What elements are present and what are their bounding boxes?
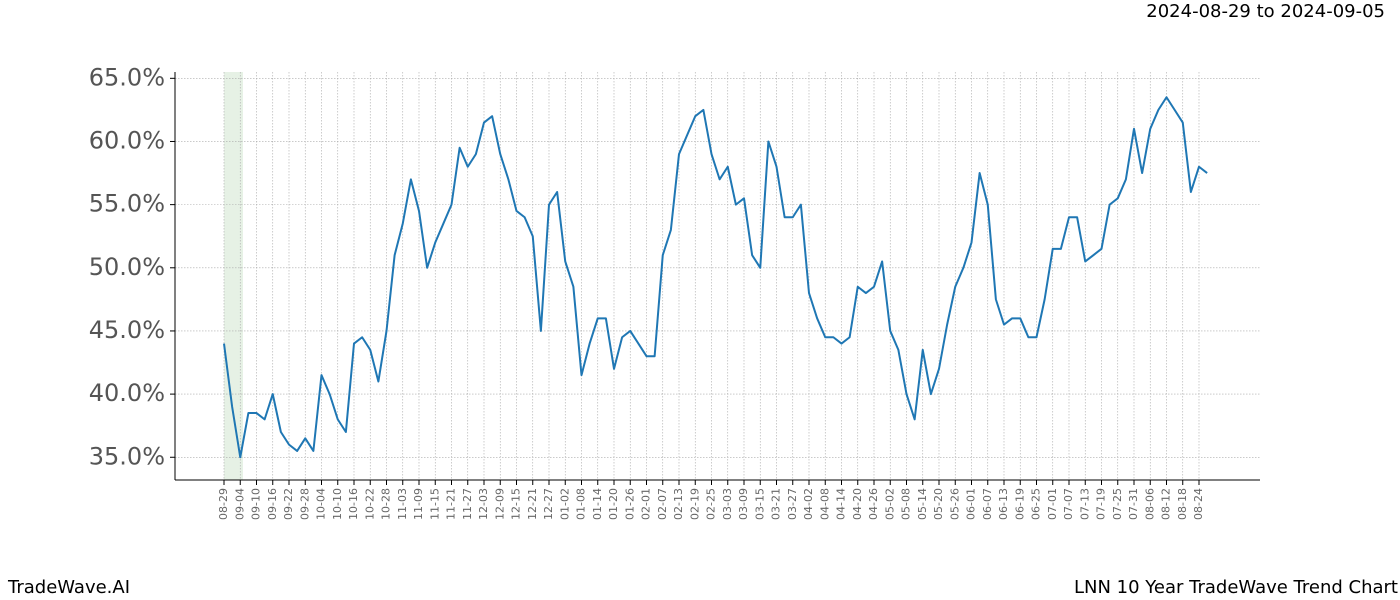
x-tick-label: 02-25 (705, 488, 718, 520)
x-tick-label: 05-20 (932, 488, 945, 520)
x-tick-label: 08-18 (1176, 488, 1189, 520)
x-tick-label: 06-19 (1013, 488, 1026, 520)
x-tick-label: 02-01 (640, 488, 653, 520)
x-tick-label: 06-25 (1030, 488, 1043, 520)
x-tick-label: 03-09 (737, 488, 750, 520)
x-tick-label: 11-21 (445, 488, 458, 520)
x-tick-label: 02-13 (672, 488, 685, 520)
y-tick-label: 55.0% (89, 190, 165, 218)
x-tick-label: 04-08 (818, 488, 831, 520)
x-tick-label: 04-20 (851, 488, 864, 520)
x-tick-label: 04-02 (802, 488, 815, 520)
x-tick-label: 07-31 (1127, 488, 1140, 520)
x-tick-label: 03-15 (753, 488, 766, 520)
x-tick-label: 10-22 (363, 488, 376, 520)
x-tick-label: 10-28 (380, 488, 393, 520)
x-tick-label: 03-03 (721, 488, 734, 520)
x-tick-label: 06-07 (981, 488, 994, 520)
x-tick-label: 09-16 (266, 488, 279, 520)
x-tick-label: 08-29 (217, 488, 230, 520)
x-tick-label: 05-08 (900, 488, 913, 520)
x-tick-label: 02-19 (688, 488, 701, 520)
y-tick-label: 35.0% (89, 442, 165, 470)
x-tick-label: 05-14 (916, 488, 929, 520)
trend-line (223, 96, 1208, 459)
brand: TradeWave.AI (7, 577, 130, 598)
y-tick-label: 40.0% (89, 379, 165, 407)
x-tick-label: 10-10 (331, 488, 344, 520)
x-tick-label: 12-27 (542, 488, 555, 520)
x-tick-label: 07-25 (1111, 488, 1124, 520)
x-tick-label: 04-26 (867, 488, 880, 520)
x-tick-label: 01-14 (591, 488, 604, 520)
x-tick-label: 09-28 (298, 488, 311, 520)
x-tick-label: 05-26 (948, 488, 961, 520)
x-tick-label: 03-27 (786, 488, 799, 520)
y-tick-label: 45.0% (89, 316, 165, 344)
x-tick-label: 01-02 (558, 488, 571, 520)
x-tick-label: 12-15 (510, 488, 523, 520)
x-tick-label: 12-03 (477, 488, 490, 520)
x-tick-label: 08-12 (1160, 488, 1173, 520)
x-tick-label: 08-24 (1192, 488, 1205, 520)
x-tick-label: 06-01 (965, 488, 978, 520)
x-tick-label: 01-20 (607, 488, 620, 520)
x-tick-label: 05-02 (883, 488, 896, 520)
x-tick-label: 09-22 (282, 488, 295, 520)
chart-title: LNN 10 Year TradeWave Trend Chart (1074, 577, 1398, 598)
x-tick-label: 06-13 (997, 488, 1010, 520)
x-tick-label: 07-07 (1062, 488, 1075, 520)
x-tick-label: 07-01 (1046, 488, 1059, 520)
x-tick-label: 11-09 (412, 488, 425, 520)
y-tick-label: 50.0% (89, 253, 165, 281)
x-tick-label: 08-06 (1143, 488, 1156, 520)
x-tick-label: 01-26 (623, 488, 636, 520)
x-tick-label: 11-03 (396, 488, 409, 520)
x-tick-label: 10-04 (315, 488, 328, 520)
x-tick-label: 04-14 (835, 488, 848, 520)
x-tick-label: 10-16 (347, 488, 360, 520)
plot-area: 35.0% 40.0% 45.0% 50.0% 55.0% 60.0% 65.0% 08-29… (89, 63, 1260, 520)
x-tick-label: 12-21 (526, 488, 539, 520)
x-tick-label: 07-13 (1078, 488, 1091, 520)
x-tick-label: 03-21 (770, 488, 783, 520)
y-tick-label: 60.0% (89, 126, 165, 154)
x-tick-label: 01-08 (575, 488, 588, 520)
x-tick-label: 09-04 (233, 488, 246, 520)
x-tick-label: 12-09 (493, 488, 506, 520)
x-tick-label: 11-27 (461, 488, 474, 520)
x-tick-label: 09-10 (250, 488, 263, 520)
x-tick-label: 11-15 (428, 488, 441, 520)
date-range: 2024-08-29 to 2024-09-05 (1146, 1, 1385, 22)
x-tick-label: 02-07 (656, 488, 669, 520)
x-tick-label: 07-19 (1095, 488, 1108, 520)
y-tick-label: 65.0% (89, 63, 165, 91)
